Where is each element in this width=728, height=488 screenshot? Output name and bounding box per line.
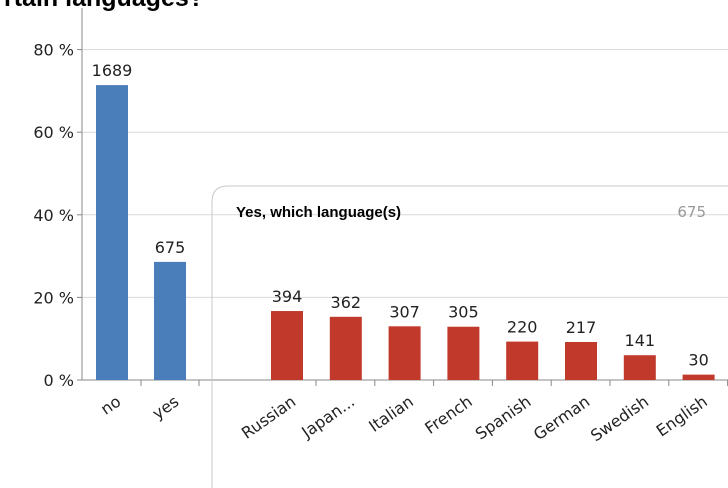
inset-bar-german [565, 342, 597, 380]
inset-frame [211, 185, 728, 488]
y-tick-label: 80 % [33, 41, 74, 60]
y-tick-label: 60 % [33, 123, 74, 142]
inset-total: 675 [677, 203, 706, 221]
bars [96, 85, 715, 381]
main-category-label: yes [149, 392, 183, 423]
inset-bar-italian [388, 326, 421, 380]
y-tick-labels: 0 % 20 % 40 % 60 % 80 % [33, 41, 74, 390]
x-tick-marks [140, 380, 728, 386]
inset-category-label: French [421, 392, 475, 438]
main-value-label: 675 [155, 238, 186, 257]
inset-bar-english [682, 374, 715, 380]
inset-value-label: 30 [688, 351, 708, 370]
grid [77, 49, 728, 381]
y-tick-label: 0 % [44, 371, 74, 390]
main-value-label: 1689 [92, 61, 133, 80]
inset-category-label: German [530, 392, 593, 444]
chart-title: rtain languages? [4, 0, 204, 12]
inset-category-label: Italian [365, 392, 417, 436]
inset-value-label: 217 [566, 318, 597, 337]
inset-bar-japan [329, 316, 362, 380]
inset-bar-spanish [506, 341, 539, 380]
y-tick-label: 40 % [33, 206, 74, 225]
main-category-label: no [97, 392, 124, 419]
main-bar-yes [154, 261, 186, 380]
inset-category-label: Spanish [472, 392, 535, 444]
inset-value-label: 141 [625, 331, 656, 350]
inset-category-label: Russian [238, 392, 299, 443]
inset-value-label: 362 [331, 293, 362, 312]
inset-value-label: 220 [507, 318, 538, 337]
inset-bar-swedish [623, 355, 656, 380]
inset-value-label: 305 [448, 303, 479, 322]
inset-category-label: English [653, 392, 711, 441]
value-labels: 1689 675 394 362 307 305 220 217 141 30 [92, 61, 709, 370]
inset-category-label: Japan... [297, 392, 358, 442]
inset-title: Yes, which language(s) [236, 204, 401, 221]
inset-category-label: Swedish [587, 392, 652, 446]
inset-value-label: 307 [389, 302, 420, 321]
inset-value-label: 394 [272, 287, 303, 306]
inset-bar-russian [271, 311, 303, 380]
inset-bar-french [447, 326, 480, 380]
y-tick-label: 20 % [33, 288, 74, 307]
main-bar-no [96, 85, 128, 381]
